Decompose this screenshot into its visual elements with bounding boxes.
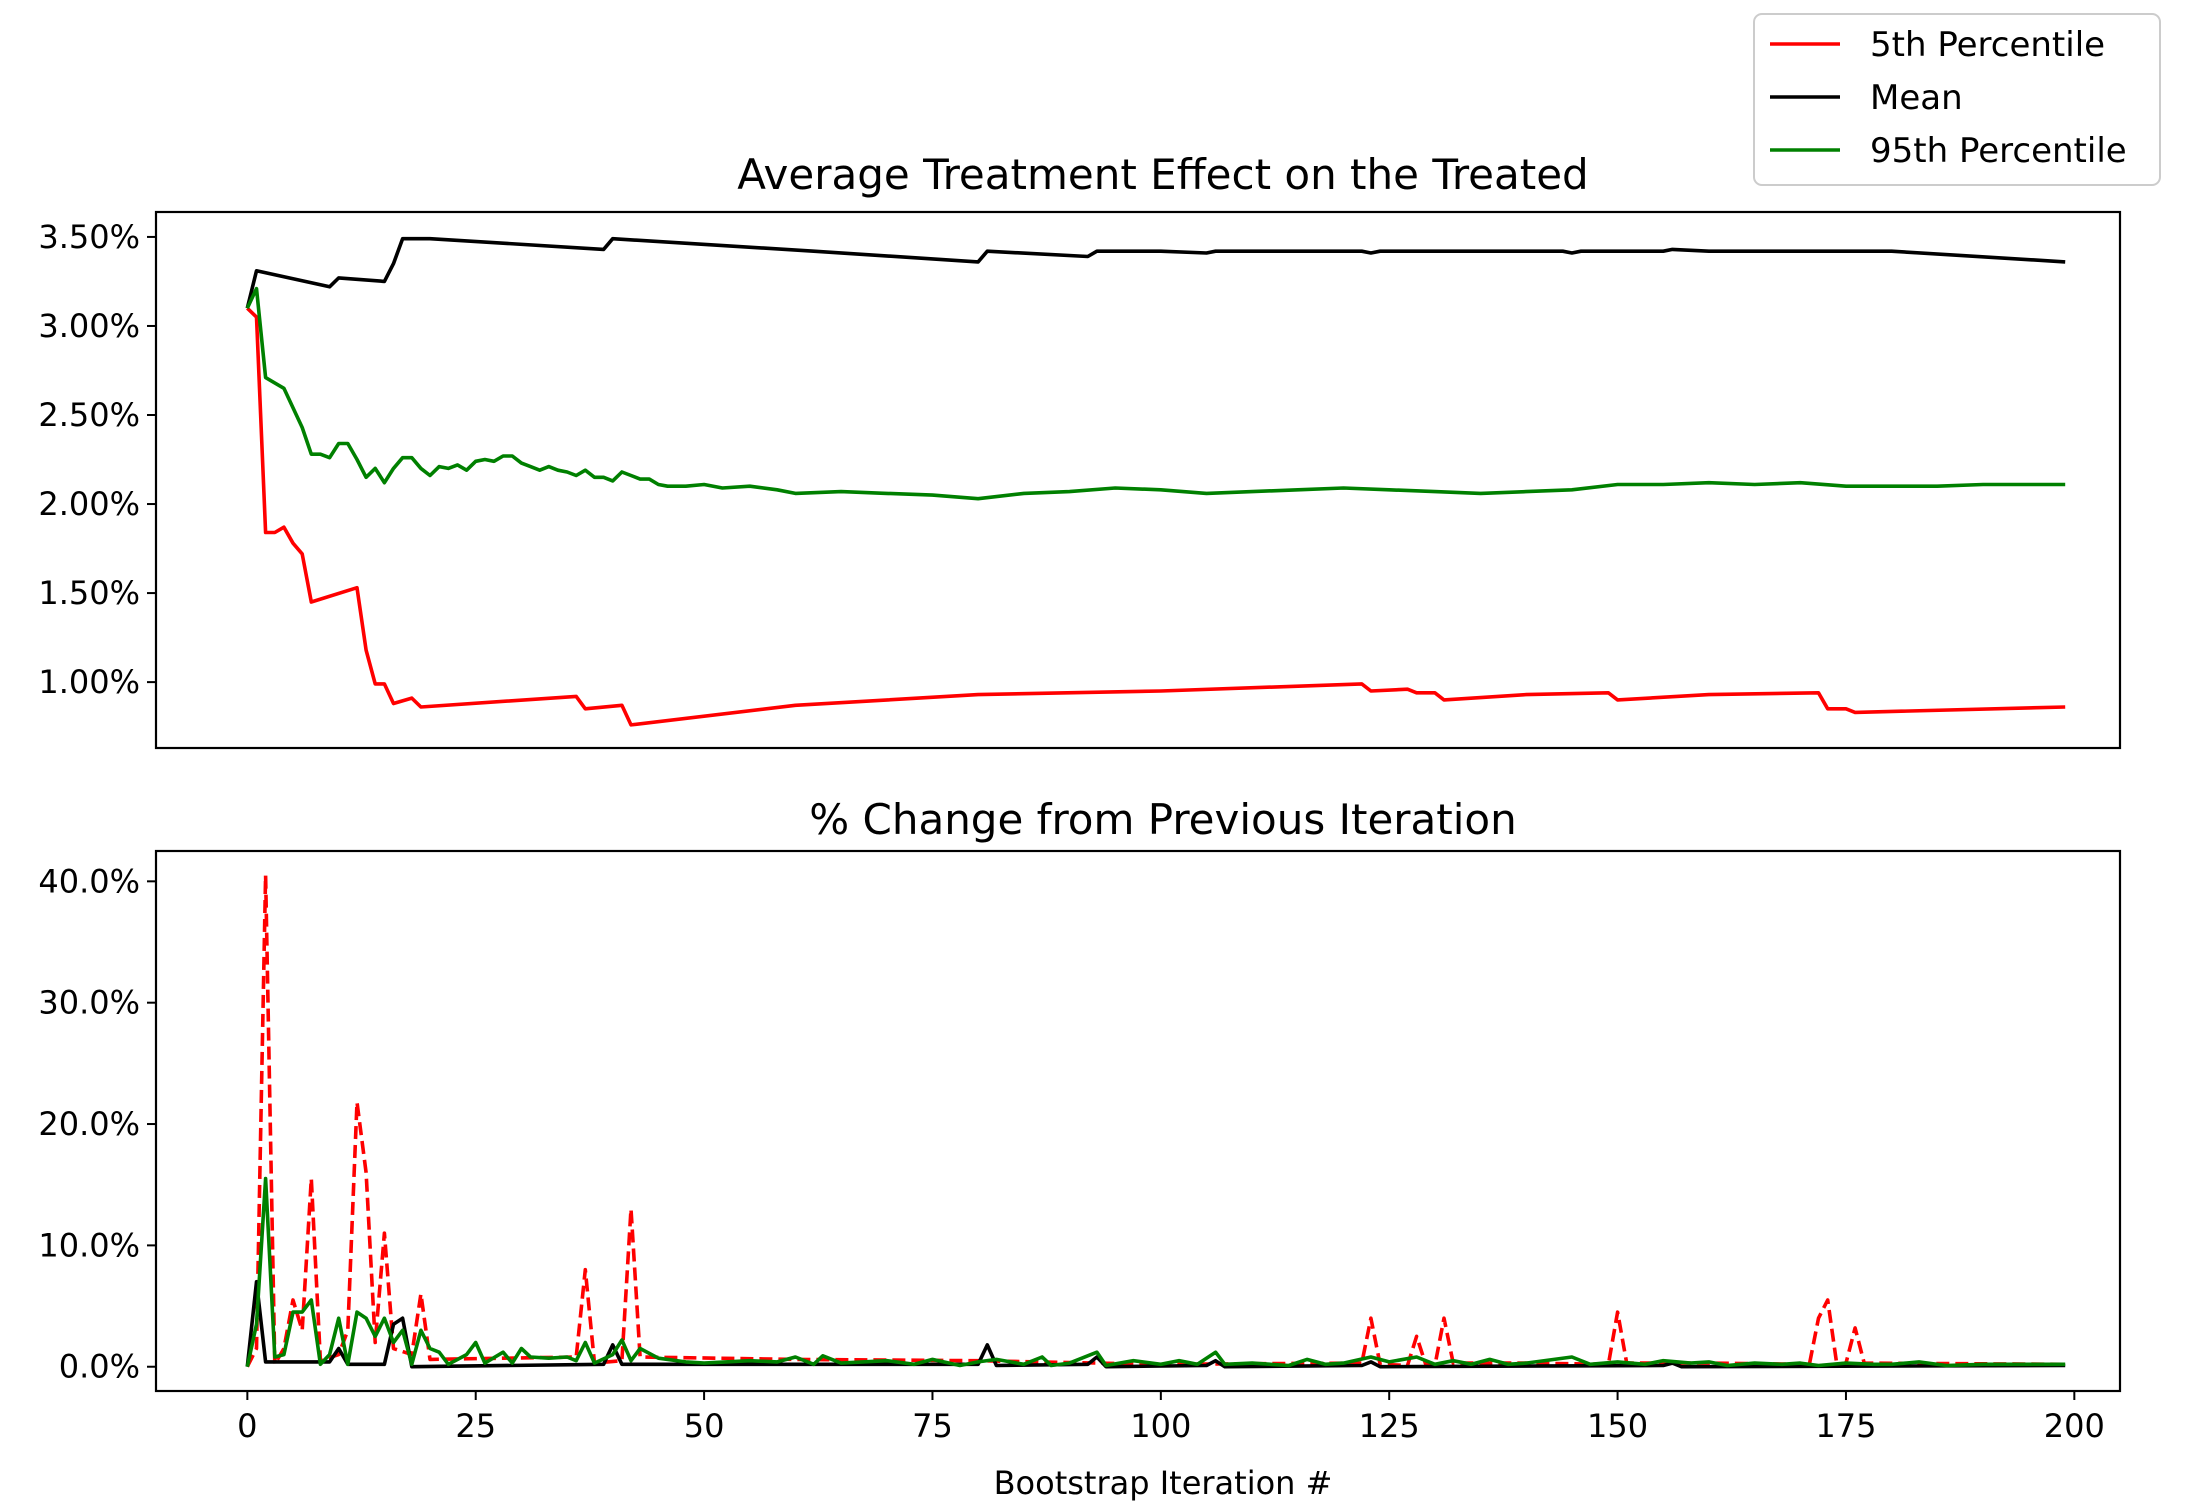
top-panel: Average Treatment Effect on the Treated … (38, 150, 2122, 750)
x-tick-label: 25 (455, 1407, 496, 1445)
top-y-tick-label: 2.00% (38, 485, 140, 523)
legend-label-95th-percentile: 95th Percentile (1870, 131, 2127, 171)
top-y-tick-label: 2.50% (38, 396, 140, 434)
bottom-y-tick-label: 10.0% (38, 1226, 140, 1264)
top-y-tick-label: 1.00% (38, 663, 140, 701)
bottom-y-tick-label: 20.0% (38, 1105, 140, 1143)
x-tick-label: 200 (2044, 1407, 2105, 1445)
top-series-5th-percentile (246, 306, 2066, 727)
top-series-mean (245, 236, 2066, 309)
x-tick-label: 150 (1587, 1407, 1648, 1445)
legend-label-mean: Mean (1870, 78, 1963, 118)
bottom-y-tick-label: 0.0% (59, 1348, 140, 1386)
bottom-y-axis: 0.0% 10.0% 20.0% 30.0% 40.0% (38, 862, 156, 1386)
bottom-y-tick-label: 40.0% (38, 862, 140, 900)
x-axis-label: Bootstrap Iteration # (994, 1464, 1333, 1502)
legend: 5th Percentile Mean 95th Percentile (1753, 13, 2161, 186)
x-tick-label: 175 (1815, 1407, 1876, 1445)
bottom-series-95th-percentile (245, 1176, 2066, 1368)
top-plot-frame (154, 210, 2122, 750)
legend-box (1753, 13, 2161, 186)
x-tick-label: 50 (684, 1407, 725, 1445)
legend-items: 5th Percentile Mean 95th Percentile (1770, 25, 2127, 171)
top-y-tick-label: 1.50% (38, 574, 140, 612)
x-tick-label: 100 (1130, 1407, 1191, 1445)
bottom-panel: % Change from Previous Iteration 0.0% 10.… (38, 795, 2122, 1502)
bottom-chart-title: % Change from Previous Iteration (809, 795, 1517, 844)
bottom-plot-area (245, 873, 2066, 1369)
top-y-tick-label: 3.50% (38, 218, 140, 256)
bottom-plot-frame (154, 849, 2122, 1393)
x-tick-label: 75 (912, 1407, 953, 1445)
top-y-axis: 1.00% 1.50% 2.00% 2.50% 3.00% 3.50% (38, 218, 156, 701)
top-plot-area (245, 236, 2066, 727)
bottom-x-axis: 0 25 50 75 100 125 150 175 200 (237, 1391, 2105, 1445)
x-tick-label: 125 (1359, 1407, 1420, 1445)
top-y-tick-label: 3.00% (38, 307, 140, 345)
top-chart-title: Average Treatment Effect on the Treated (737, 150, 1588, 199)
legend-label-5th-percentile: 5th Percentile (1870, 25, 2105, 65)
top-series-95th-percentile (245, 286, 2066, 501)
bottom-y-tick-label: 30.0% (38, 984, 140, 1022)
x-tick-label: 0 (237, 1407, 257, 1445)
